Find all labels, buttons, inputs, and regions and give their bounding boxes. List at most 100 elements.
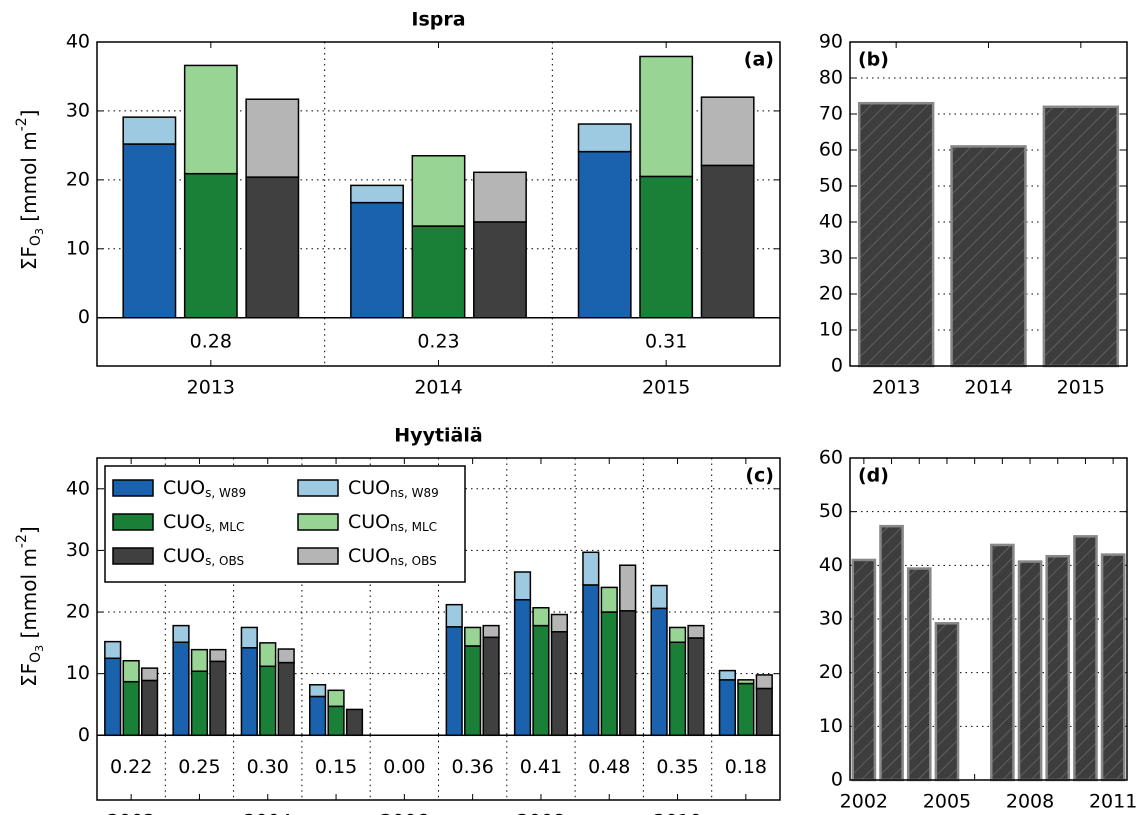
y-axis-label-part: -2 [14, 534, 30, 548]
legend-label: CUOns, MLC [348, 511, 437, 534]
bar-segment [140, 667, 159, 682]
legend-sub: s, MLC [205, 520, 244, 534]
bar-segment [650, 607, 668, 737]
bar-segment [122, 116, 177, 145]
bar-segment [532, 624, 550, 737]
x-tick-label: 2015 [642, 377, 690, 399]
bar-segment [650, 584, 668, 610]
x-tick-label: 2014 [414, 377, 462, 399]
bar [950, 145, 1027, 368]
bar [1045, 554, 1071, 782]
y-tick-label: 0 [78, 306, 90, 328]
x-tick-label: 2002 [840, 791, 888, 813]
ratio-label: 0.31 [645, 330, 687, 352]
bar-segment [445, 626, 463, 737]
bar-segment [104, 657, 122, 737]
ratio-label: 0.35 [656, 756, 698, 778]
legend-label: CUOs, MLC [163, 511, 244, 534]
bar-segment [350, 184, 404, 204]
bar-segment [700, 96, 755, 167]
y-tick-label: 20 [819, 661, 843, 683]
ratio-label: 0.18 [725, 756, 767, 778]
y-tick-label: 0 [831, 769, 843, 791]
legend-swatch [297, 547, 339, 565]
bar [1100, 553, 1126, 782]
bar-segment [245, 98, 300, 178]
bar-segment [183, 64, 238, 175]
bar [1017, 560, 1043, 782]
y-tick-label: 30 [819, 608, 843, 630]
bar-segment [639, 55, 694, 178]
ratio-label: 0.22 [110, 756, 152, 778]
y-tick-label: 70 [819, 103, 843, 125]
legend-swatch [112, 513, 154, 531]
y-tick-label: 50 [819, 500, 843, 522]
legend-name: CUO [348, 545, 390, 567]
bar [906, 567, 932, 782]
y-axis-label-part: [mmol m [17, 548, 41, 645]
y-tick-label: 10 [66, 237, 90, 259]
legend-sub: ns, W89 [390, 486, 439, 500]
bar-segment [190, 670, 209, 737]
ratio-label: 0.23 [417, 330, 459, 352]
bar-segment [122, 659, 140, 683]
bar-segment [259, 642, 277, 668]
y-tick-label: 0 [78, 724, 90, 746]
bar-segment [140, 679, 159, 737]
x-tick-label: 2006 [380, 811, 428, 815]
bar-segment [464, 626, 482, 647]
y-axis-label-part: ] [17, 526, 41, 534]
axes-frame [849, 41, 1128, 367]
bar-segment [190, 648, 209, 672]
legend-name: CUO [348, 511, 390, 533]
x-tick-label: 2008 [1006, 791, 1054, 813]
ratio-label: 0.15 [315, 756, 357, 778]
x-tick-label: 2005 [923, 791, 971, 813]
bar-segment [122, 143, 177, 319]
bar-segment [327, 689, 345, 708]
x-tick-label: 2002 [107, 811, 155, 815]
panel-label: (b) [858, 49, 889, 71]
legend-name: CUO [348, 477, 390, 499]
y-tick-label: 10 [66, 662, 90, 684]
bar-segment [277, 661, 295, 737]
bar-segment [411, 154, 466, 227]
y-axis-label-part: O [28, 652, 44, 663]
bar-segment [737, 679, 755, 685]
bar-segment [668, 626, 687, 643]
bar-segment [513, 571, 532, 601]
bar-segment [639, 175, 694, 319]
bar-segment [600, 611, 618, 737]
bar [1073, 535, 1098, 782]
y-axis-label-part: O [28, 235, 44, 246]
bar-segment [473, 221, 527, 319]
y-tick-label: 40 [66, 477, 90, 499]
bar [879, 524, 904, 782]
legend-swatch [297, 479, 339, 497]
panel-label: (d) [858, 465, 889, 487]
x-tick-label: 2013 [187, 377, 235, 399]
bar-segment [277, 648, 295, 664]
bar-segment [582, 584, 600, 737]
y-tick-label: 10 [819, 715, 843, 737]
legend-label: CUOns, W89 [348, 477, 439, 500]
chart-title: Ispra [411, 9, 465, 31]
legend-swatch [112, 479, 154, 497]
bar-segment [464, 645, 482, 737]
x-tick-label: 2015 [1057, 377, 1105, 399]
axes-frame [96, 457, 781, 801]
ratio-label: 0.48 [588, 756, 630, 778]
bar-segment [582, 551, 600, 586]
bar-segment [577, 150, 632, 319]
x-tick-label: 2013 [872, 377, 920, 399]
legend-swatch [297, 513, 339, 531]
bar-segment [755, 687, 773, 737]
y-tick-label: 20 [819, 283, 843, 305]
bar-segment [687, 637, 705, 737]
ratio-label: 0.30 [247, 756, 289, 778]
bar-segment [550, 613, 568, 633]
bar [934, 622, 960, 782]
bar-segment [183, 172, 238, 319]
bar-segment [309, 684, 327, 698]
